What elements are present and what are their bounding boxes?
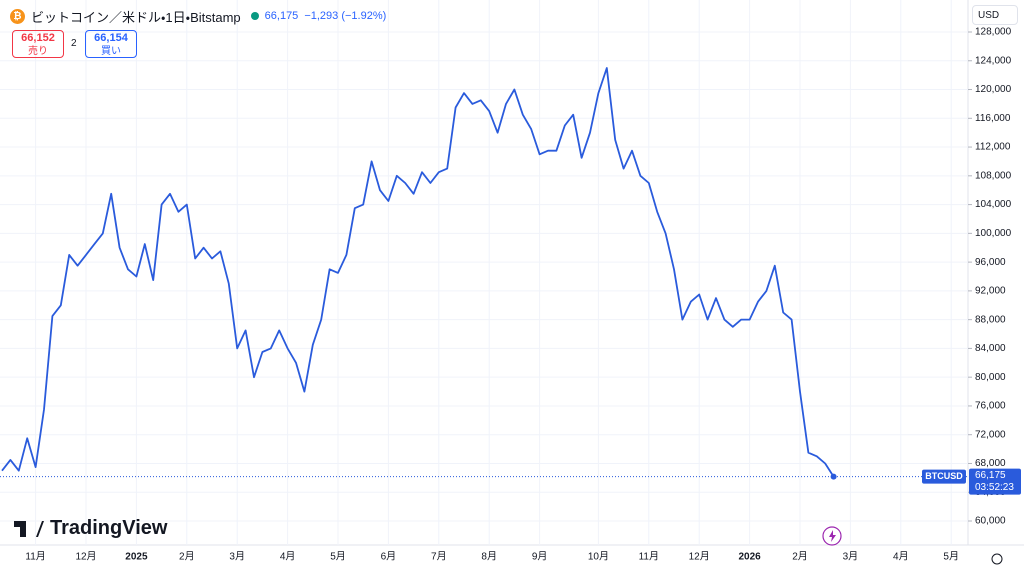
- y-tick-label: 100,000: [975, 228, 1012, 239]
- x-tick-label: 2026: [738, 552, 761, 563]
- brand-mark: [14, 520, 44, 537]
- x-tick-label: 8月: [481, 551, 497, 563]
- y-tick-label: 88,000: [975, 314, 1006, 325]
- grid: [0, 0, 968, 545]
- x-tick-label: 12月: [689, 551, 710, 563]
- y-tick-label: 104,000: [975, 199, 1012, 210]
- symbol-title[interactable]: ビットコイン／米ドル・1日・Bitstamp: [31, 9, 241, 25]
- y-tick-label: 80,000: [975, 372, 1006, 383]
- sell-label: 売り: [28, 46, 48, 57]
- x-tick-label: 4月: [893, 551, 909, 563]
- price-line: [1, 67, 835, 478]
- coin-icon: ₿: [10, 8, 25, 24]
- event-icon-bolt: [829, 530, 836, 542]
- x-tick-label: 3月: [229, 551, 245, 563]
- y-tick-label: 108,000: [975, 170, 1012, 181]
- x-tick-label: 6月: [381, 551, 397, 563]
- market-status: [250, 12, 259, 20]
- brand-name: TradingView: [50, 517, 168, 539]
- countdown-label: 03:52:23: [975, 482, 1014, 493]
- y-tick-label: 92,000: [975, 286, 1006, 297]
- y-tick-label: 96,000: [975, 257, 1006, 268]
- header-change: −1,293 (−1.92%): [304, 10, 387, 22]
- settings-icon[interactable]: [991, 553, 1003, 565]
- y-tick-label: 128,000: [975, 27, 1012, 38]
- x-tick-label: 11月: [639, 551, 659, 563]
- x-tick-label: 5月: [943, 551, 959, 563]
- y-tick-label: 116,000: [975, 113, 1011, 124]
- price-tag-label: 66,175: [975, 470, 1006, 481]
- buy-label: 買い: [101, 46, 121, 57]
- spread: 2: [71, 38, 77, 49]
- y-tick-label: 124,000: [975, 55, 1012, 66]
- x-tick-label: 11月: [25, 551, 45, 563]
- symbol-tag-label: BTCUSD: [925, 471, 963, 481]
- y-tick-label: 120,000: [975, 84, 1012, 95]
- x-tick-label: 2025: [125, 552, 148, 563]
- y-tick-label: 68,000: [975, 458, 1006, 469]
- x-tick-label: 7月: [431, 551, 447, 563]
- symbol-tag: [922, 469, 966, 484]
- currency-select[interactable]: USD: [972, 5, 1018, 25]
- header-price: 66,175: [264, 10, 299, 22]
- x-tick-label: 10月: [588, 551, 609, 563]
- sell-price: 66,152: [21, 32, 55, 44]
- y-tick-label: 60,000: [975, 516, 1006, 527]
- brand-logo: TradingView: [14, 517, 167, 540]
- buy-button[interactable]: 66,154 買い: [85, 30, 137, 58]
- buy-price: 66,154: [94, 32, 128, 44]
- x-tick-label: 2月: [179, 551, 195, 563]
- x-tick-label: 5月: [330, 551, 346, 563]
- y-tick-label: 112,000: [975, 142, 1011, 153]
- x-tick-label: 12月: [75, 551, 96, 563]
- last-price-dot: [830, 473, 837, 480]
- x-tick-label: 4月: [280, 551, 296, 563]
- price-tag: [969, 468, 1021, 495]
- x-tick-label: 2月: [792, 551, 808, 563]
- x-tick-label: 3月: [843, 551, 859, 563]
- y-tick-label: 76,000: [975, 401, 1006, 412]
- y-tick-label: 84,000: [975, 343, 1006, 354]
- sell-button[interactable]: 66,152 売り: [12, 30, 64, 58]
- y-tick-label: 72,000: [975, 429, 1006, 440]
- x-tick-label: 9月: [532, 551, 548, 563]
- header: ₿ ビットコイン／米ドル・1日・Bitstamp 66,175 −1,293 (…: [10, 6, 386, 26]
